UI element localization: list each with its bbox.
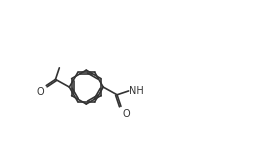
Text: O: O [36,87,44,97]
Text: O: O [122,109,130,119]
Text: NH: NH [129,86,144,96]
